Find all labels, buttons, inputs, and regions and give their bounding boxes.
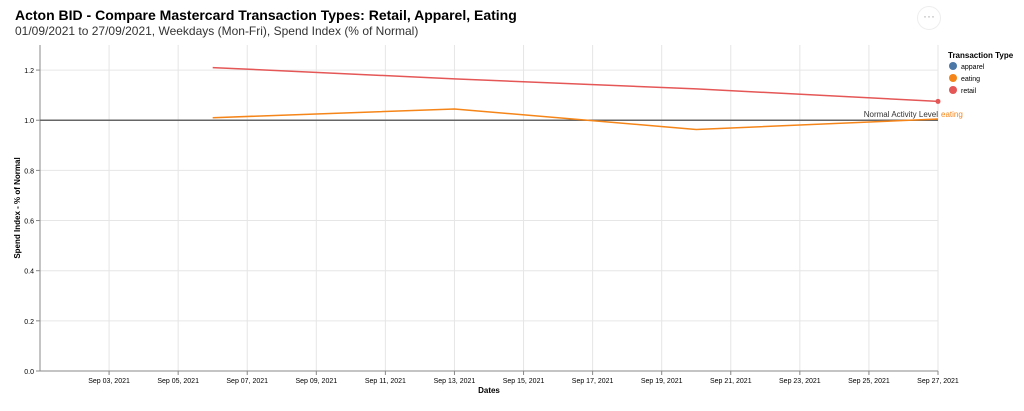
- x-tick-label: Sep 03, 2021: [88, 378, 130, 385]
- x-tick-label: Sep 25, 2021: [848, 378, 890, 385]
- series-line-eating: [212, 108, 939, 131]
- eating-end-label: eating: [941, 110, 963, 119]
- x-tick-label: Sep 27, 2021: [917, 378, 959, 385]
- x-tick-label: Sep 11, 2021: [365, 378, 406, 385]
- x-tick-label: Sep 21, 2021: [710, 378, 752, 385]
- normal-activity-label: Normal Activity Level: [864, 110, 938, 119]
- x-tick-label: Sep 13, 2021: [434, 378, 476, 385]
- chart-title: Acton BID - Compare Mastercard Transacti…: [15, 7, 517, 23]
- legend-label-eating: eating: [961, 76, 980, 83]
- legend-symbol-retail: [949, 86, 957, 94]
- retail-end-point: [935, 98, 941, 104]
- x-tick-label: Sep 17, 2021: [572, 378, 614, 385]
- series-line-retail: [212, 66, 939, 103]
- y-tick-label: 1.0: [24, 118, 34, 125]
- legend-symbol-apparel: [949, 62, 957, 70]
- x-tick-label: Sep 19, 2021: [641, 378, 683, 385]
- y-tick-label: 0.2: [24, 319, 34, 326]
- x-tick-label: Sep 23, 2021: [779, 378, 821, 385]
- y-tick-label: 0.4: [24, 269, 34, 276]
- legend-label-apparel: apparel: [961, 64, 985, 71]
- x-tick-label: Sep 15, 2021: [503, 378, 545, 385]
- x-axis-title: Dates: [478, 386, 500, 395]
- y-tick-label: 1.2: [24, 68, 34, 75]
- x-tick-label: Sep 09, 2021: [295, 378, 337, 385]
- legend-symbol-eating: [949, 74, 957, 82]
- more-options-button[interactable]: ···: [917, 6, 941, 30]
- x-tick-label: Sep 05, 2021: [157, 378, 199, 385]
- y-tick-label: 0.0: [24, 369, 34, 376]
- x-tick-label: Sep 07, 2021: [226, 378, 268, 385]
- y-tick-label: 0.6: [24, 219, 34, 226]
- chart-subtitle: 01/09/2021 to 27/09/2021, Weekdays (Mon-…: [15, 24, 419, 38]
- legend-title: Transaction Type: [948, 51, 1014, 60]
- y-tick-label: 0.8: [24, 168, 34, 175]
- legend-label-retail: retail: [961, 88, 977, 95]
- y-axis-title: Spend Index - % of Normal: [13, 157, 22, 258]
